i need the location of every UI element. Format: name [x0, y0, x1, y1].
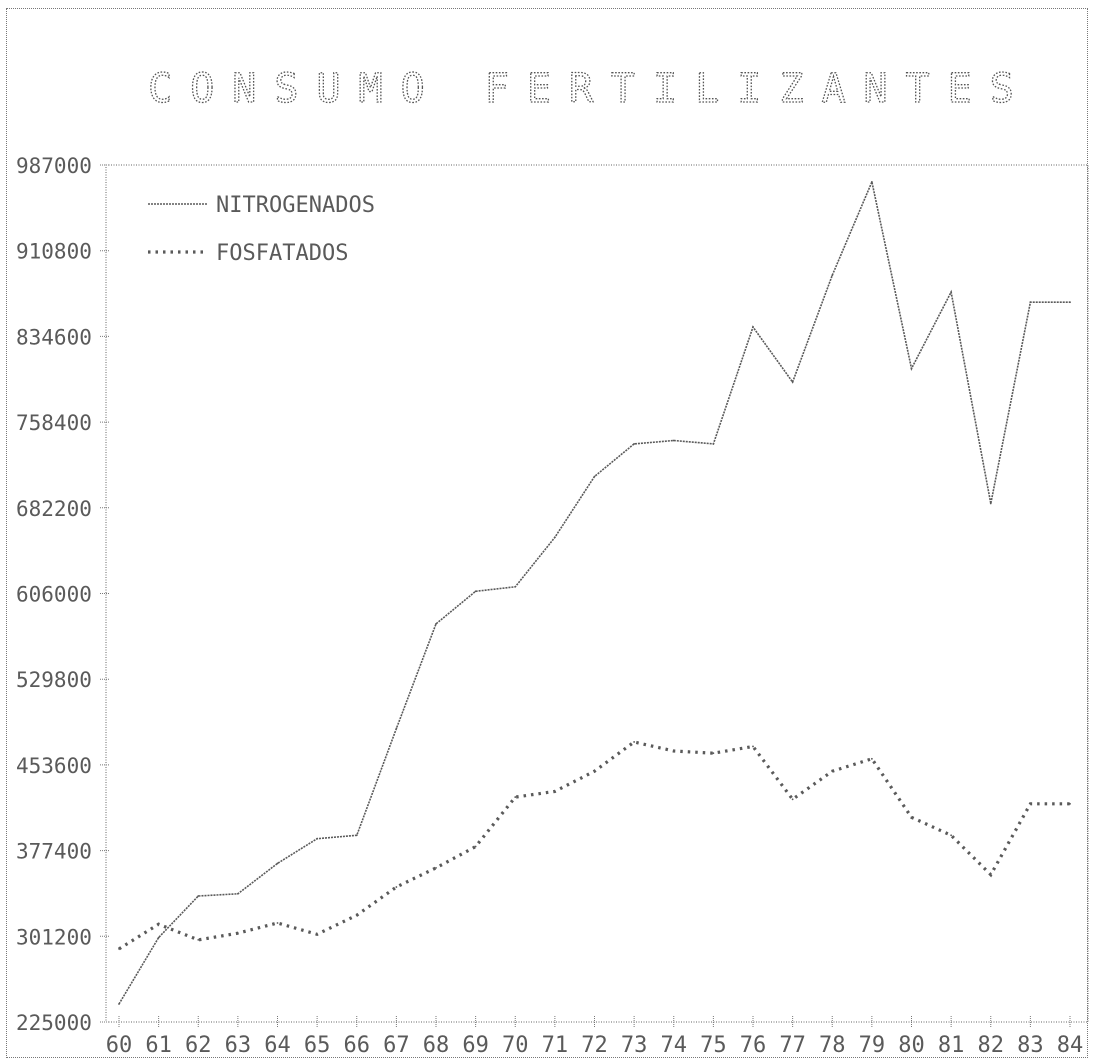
data-point: [276, 922, 279, 924]
data-point: [435, 867, 437, 869]
data-point: [870, 180, 873, 183]
data-point: [791, 381, 794, 383]
x-tick-label: 75: [700, 1033, 727, 1058]
y-axis: 225000 301200 377400 453600 529800 606000 6822…: [16, 154, 92, 1035]
legend: NITROGENADOS FOSFATADOS: [148, 193, 375, 266]
series-layer: [118, 179, 1071, 1005]
y-tick-label: 834600: [16, 325, 92, 349]
x-tick-label: 70: [502, 1033, 529, 1058]
data-point: [118, 947, 120, 950]
y-tick-label: 606000: [16, 583, 92, 607]
x-tick-label: 81: [938, 1033, 965, 1058]
data-point: [989, 873, 992, 876]
data-point: [1069, 301, 1071, 304]
y-tick-label: 682200: [16, 497, 92, 521]
data-point: [831, 274, 834, 277]
x-tick-label: 62: [185, 1033, 212, 1058]
data-point: [1029, 301, 1032, 304]
x-tick-label: 76: [740, 1033, 767, 1058]
data-point: [514, 585, 517, 588]
y-tick-label: 225000: [16, 1011, 92, 1035]
x-tick-label: 83: [1017, 1033, 1044, 1058]
x-tick-label: 80: [898, 1033, 925, 1058]
y-tick-label: 453600: [16, 754, 92, 778]
data-point: [276, 862, 279, 865]
y-tick-label: 987000: [16, 154, 92, 178]
data-point: [593, 770, 596, 773]
x-tick-label: 84: [1057, 1033, 1084, 1058]
data-point: [553, 536, 556, 539]
y-tick-label: 529800: [16, 668, 92, 692]
data-point: [752, 326, 754, 328]
data-point: [197, 938, 200, 941]
data-point: [395, 886, 398, 888]
data-point: [712, 443, 715, 445]
data-point: [870, 757, 873, 760]
data-point: [197, 895, 200, 897]
x-tick-label: 73: [621, 1033, 648, 1058]
data-point: [474, 845, 477, 848]
data-point: [910, 816, 913, 819]
x-tick-label: 77: [779, 1033, 806, 1058]
data-point: [752, 745, 754, 748]
x-tick-label: 63: [225, 1033, 252, 1058]
data-point: [672, 750, 675, 752]
y-tick-label: 377400: [16, 840, 92, 864]
data-point: [950, 291, 953, 293]
data-point: [672, 439, 675, 442]
data-point: [157, 936, 160, 939]
data-point: [989, 502, 992, 505]
x-tick-label: 71: [542, 1033, 569, 1058]
data-point: [950, 834, 953, 837]
data-point: [910, 367, 913, 370]
series-line-fosfatados: [118, 740, 1070, 951]
x-tick-label: 68: [423, 1033, 450, 1058]
data-point: [157, 923, 160, 926]
x-tick-label: 74: [661, 1033, 688, 1058]
data-point: [1069, 802, 1071, 805]
legend-label: FOSFATADOS: [216, 241, 348, 266]
data-point: [355, 834, 358, 837]
data-point: [831, 770, 834, 773]
data-point: [791, 798, 794, 801]
data-point: [514, 796, 517, 798]
x-tick-label: 79: [859, 1033, 886, 1058]
data-point: [435, 622, 437, 625]
x-tick-label: 60: [106, 1033, 133, 1058]
data-point: [118, 1003, 120, 1005]
data-point: [355, 914, 358, 917]
x-tick-label: 78: [819, 1033, 846, 1058]
data-point: [236, 932, 239, 935]
data-point: [633, 741, 636, 743]
x-axis: 60 61 62 63 64 65 66 67 68 69 70 71 72 73 74 75 76 77 78 79…: [106, 1033, 1084, 1058]
x-tick-label: 61: [145, 1033, 172, 1058]
data-point: [316, 837, 319, 840]
data-point: [593, 475, 596, 478]
x-tick-label: 64: [264, 1033, 291, 1058]
x-tick-label: 66: [344, 1033, 371, 1058]
x-tick-label: 67: [383, 1033, 410, 1058]
data-point: [553, 790, 556, 793]
data-point: [395, 727, 398, 730]
data-point: [712, 752, 715, 755]
x-tick-label: 69: [462, 1033, 489, 1058]
data-point: [316, 933, 319, 936]
legend-label: NITROGENADOS: [216, 193, 375, 218]
data-point: [236, 892, 239, 895]
series-line-nitrogenados: [118, 179, 1070, 1005]
x-tick-label: 82: [978, 1033, 1005, 1058]
chart-title: CONSUMO FERTILIZANTES: [148, 66, 1032, 112]
data-point: [633, 443, 636, 445]
y-tick-label: 301200: [16, 925, 92, 949]
y-tick-label: 910800: [16, 240, 92, 264]
plot-area: [105, 164, 1089, 1023]
axis-ticks: [100, 164, 1071, 1028]
x-tick-label: 72: [581, 1033, 608, 1058]
data-point: [1029, 802, 1032, 805]
y-tick-label: 758400: [16, 411, 92, 435]
x-tick-label: 65: [304, 1033, 331, 1058]
data-point: [474, 590, 477, 593]
